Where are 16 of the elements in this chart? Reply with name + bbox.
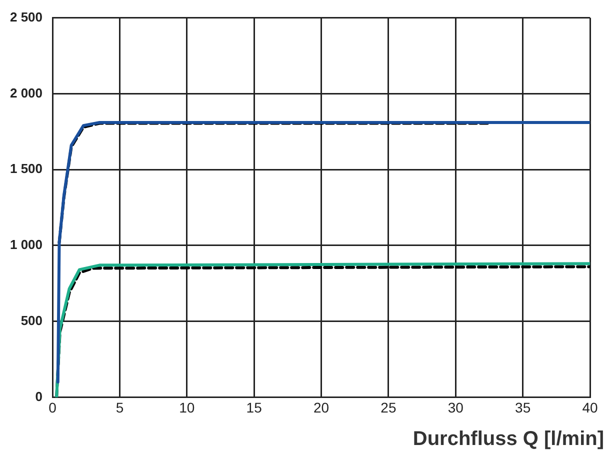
y-tick-label: 2 500 bbox=[10, 9, 43, 24]
x-tick-label: 15 bbox=[246, 399, 262, 416]
x-tick-label: 5 bbox=[116, 399, 124, 416]
x-tick-label: 25 bbox=[380, 399, 396, 416]
x-tick-label: 30 bbox=[448, 399, 464, 416]
y-tick-label: 1 500 bbox=[10, 161, 43, 176]
x-tick-label: 35 bbox=[515, 399, 531, 416]
x-tick-label: 0 bbox=[48, 399, 57, 416]
y-tick-label: 1 000 bbox=[10, 237, 43, 252]
y-tick-label: 2 000 bbox=[10, 85, 43, 100]
x-tick-label: 40 bbox=[582, 399, 598, 416]
x-axis-title: Durchfluss Q [l/min] bbox=[412, 428, 604, 451]
x-tick-label: 10 bbox=[179, 399, 195, 416]
y-tick-label: 0 bbox=[35, 388, 43, 404]
x-tick-label: 20 bbox=[313, 399, 330, 416]
y-tick-label: 500 bbox=[20, 312, 43, 328]
